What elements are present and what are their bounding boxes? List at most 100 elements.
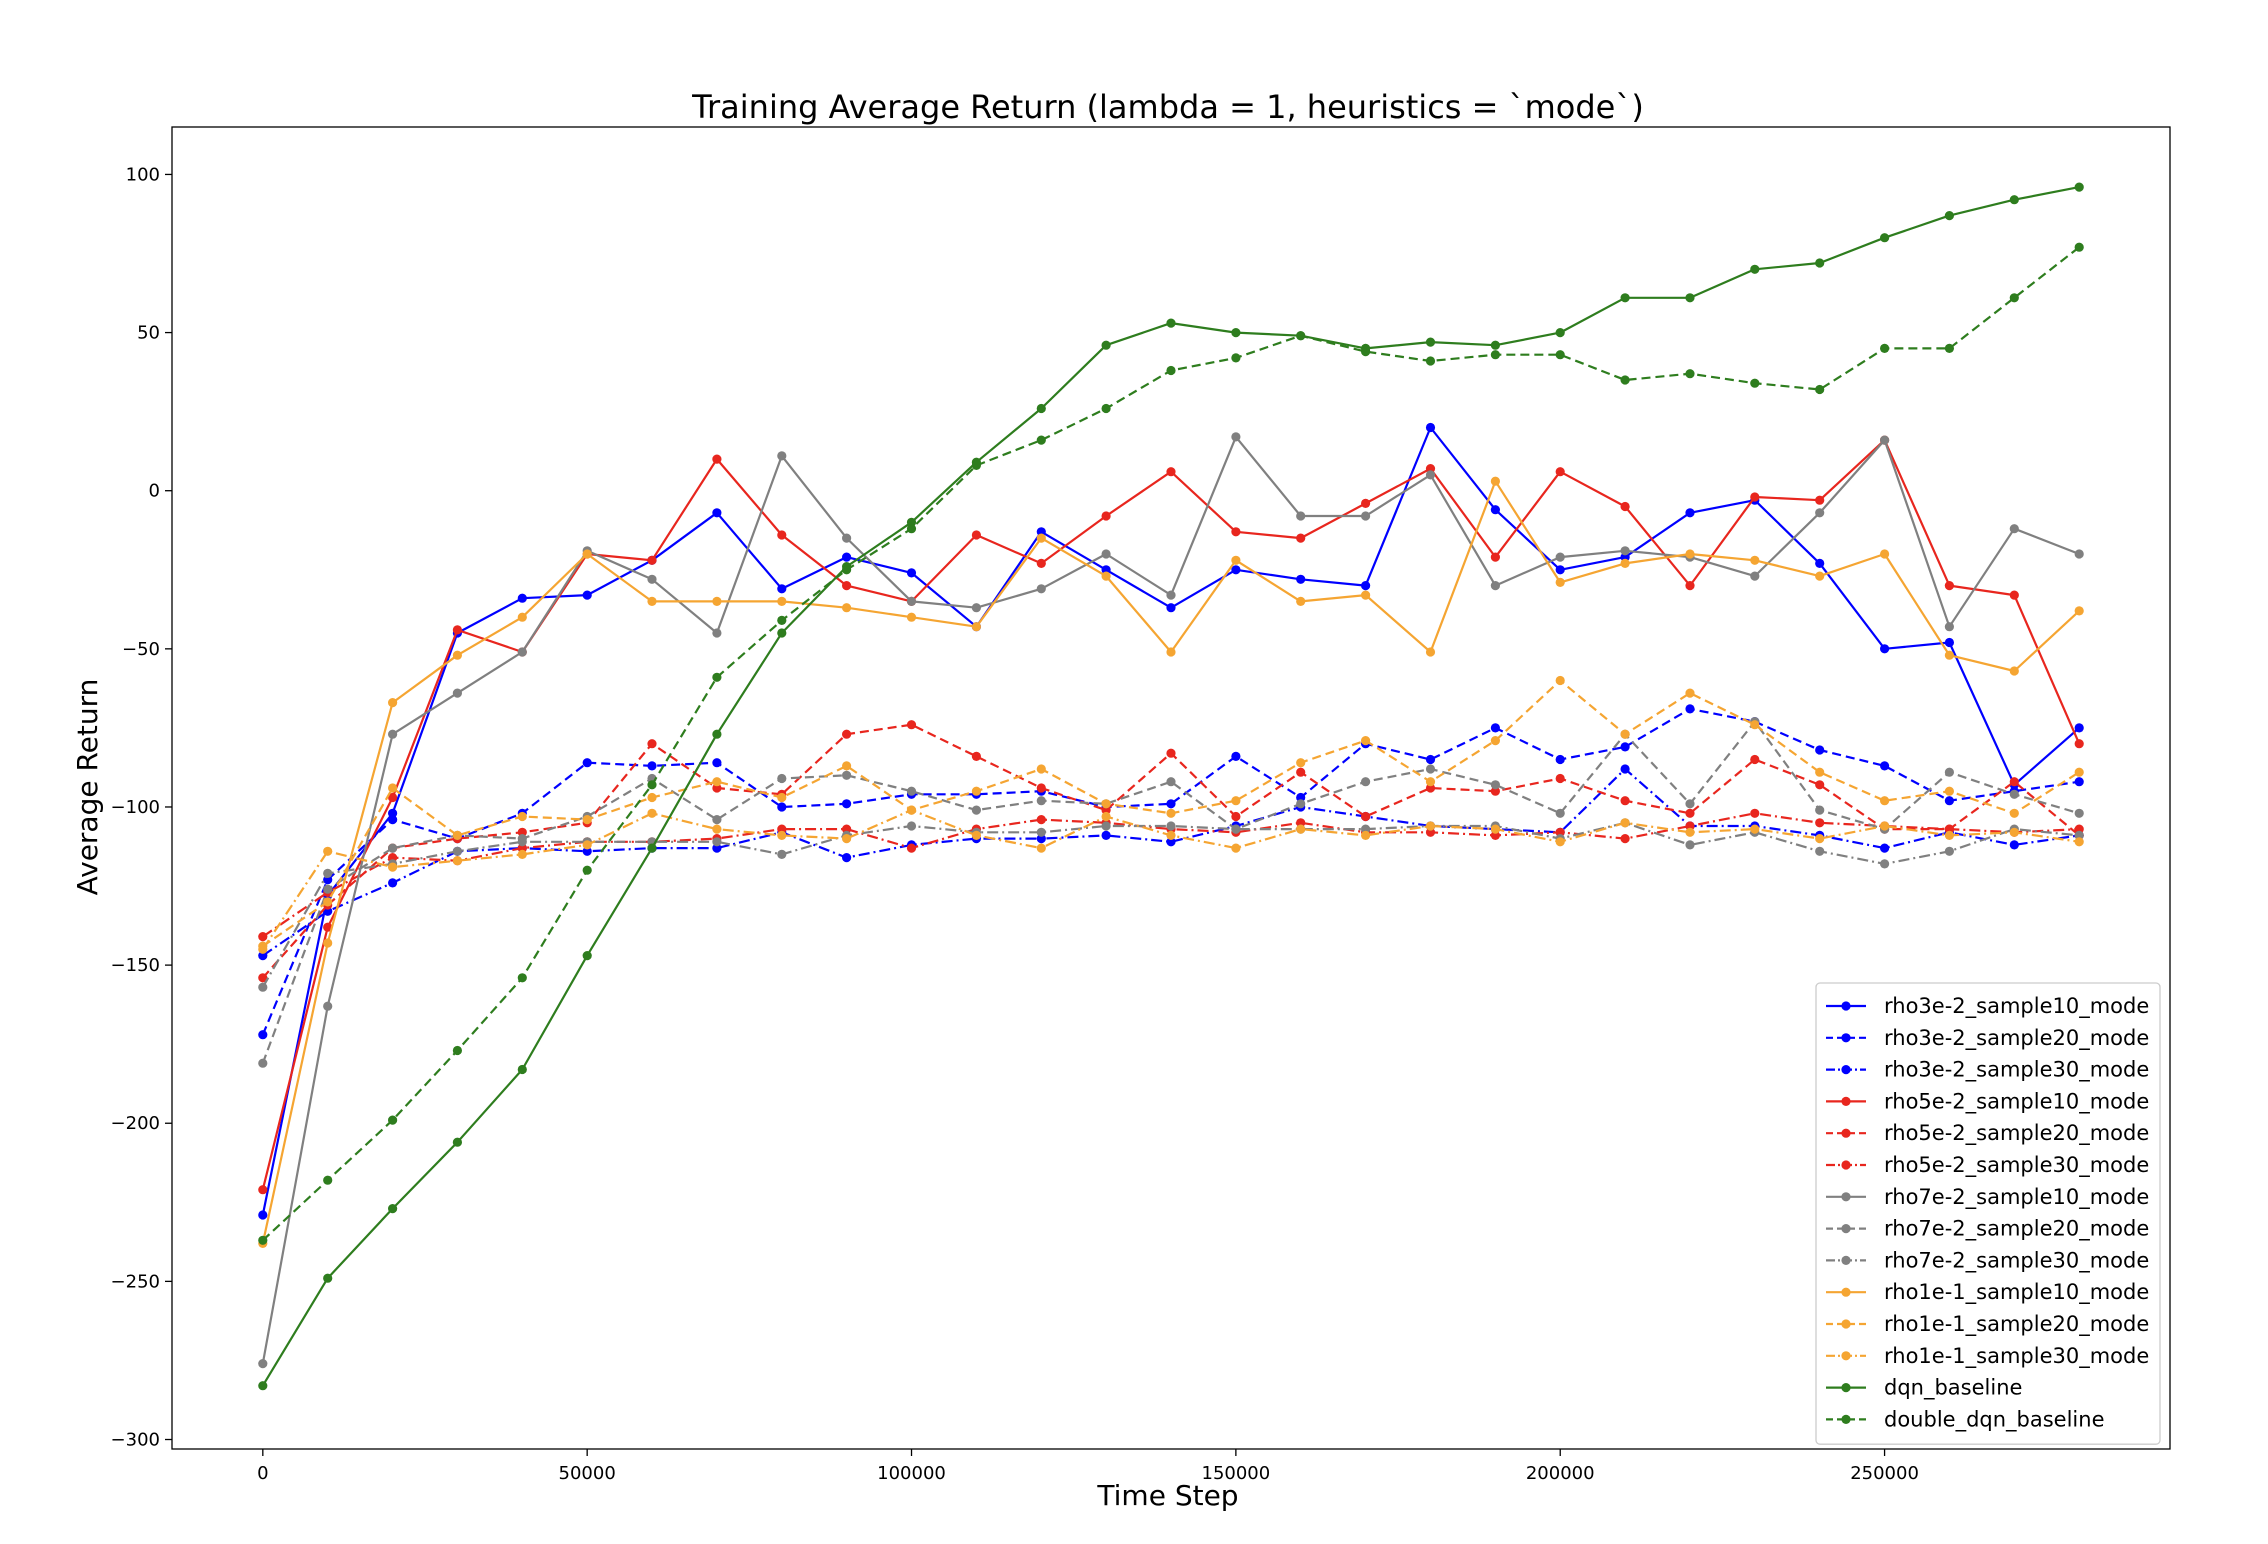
x-tick-label: 150000 (1202, 1463, 1271, 1484)
data-point (2009, 666, 2019, 676)
data-point (1490, 824, 1500, 834)
data-point (1750, 824, 1760, 834)
data-point (1490, 340, 1500, 350)
data-point (1231, 565, 1241, 575)
legend-marker (1841, 1255, 1851, 1265)
legend-label: rho3e-2_sample20_mode (1884, 1026, 2149, 1051)
y-tick-label: 50 (137, 323, 160, 344)
data-point (1944, 830, 1954, 841)
data-point (1685, 549, 1695, 559)
data-point (1944, 211, 1954, 221)
data-point (258, 1235, 268, 1245)
data-point (971, 830, 982, 841)
data-point (1880, 843, 1890, 853)
data-point (2074, 767, 2084, 777)
data-point (1490, 552, 1500, 562)
data-point (1361, 590, 1371, 600)
legend-marker (1841, 1319, 1851, 1329)
data-point (1490, 476, 1500, 486)
data-point (1101, 511, 1111, 521)
data-point (1750, 492, 1760, 502)
data-point (777, 596, 787, 607)
data-point (1815, 818, 1825, 828)
data-point (1036, 783, 1046, 793)
data-point (1036, 558, 1046, 569)
data-point (517, 593, 527, 603)
data-point (1685, 293, 1695, 303)
data-point (1555, 754, 1565, 765)
legend-marker (1841, 1128, 1851, 1138)
data-point (1036, 435, 1046, 445)
legend-label: rho1e-1_sample30_mode (1884, 1344, 2149, 1369)
legend-marker (1841, 1096, 1851, 1106)
legend-box (1815, 982, 2161, 1445)
data-point (1296, 758, 1306, 768)
data-point (1231, 555, 1241, 565)
series-line (261, 707, 2080, 1036)
data-point (712, 508, 722, 518)
legend-label: rho5e-2_sample10_mode (1884, 1089, 2149, 1114)
data-point (388, 1204, 398, 1214)
legend-marker (1841, 1414, 1851, 1424)
data-point (258, 1185, 268, 1195)
data-point (777, 584, 787, 594)
y-tick-label: −50 (122, 639, 160, 660)
data-point (2009, 777, 2019, 787)
data-point (1490, 786, 1500, 796)
data-point (1231, 811, 1241, 822)
data-point (842, 770, 852, 780)
data-point (712, 596, 722, 607)
data-point (842, 834, 852, 844)
data-point (1036, 834, 1046, 844)
data-point (1944, 343, 1954, 353)
data-point (1361, 811, 1371, 822)
data-point (388, 862, 398, 872)
data-point (842, 603, 852, 613)
data-point (1750, 754, 1760, 765)
data-point (1361, 777, 1371, 787)
series-line (262, 767, 2080, 957)
data-point (971, 622, 982, 632)
data-point (1166, 821, 1176, 831)
data-point (777, 849, 787, 860)
legend-item: rho3e-2_sample10_mode (1826, 994, 2149, 1019)
data-point (1036, 796, 1046, 806)
data-point (971, 751, 982, 762)
data-point (517, 811, 527, 822)
data-point (1620, 818, 1630, 828)
data-point (1880, 821, 1890, 831)
data-point (1880, 796, 1890, 806)
data-point (842, 533, 852, 543)
data-point (452, 625, 462, 635)
data-point (323, 846, 333, 856)
data-point (712, 628, 722, 638)
data-point (517, 647, 527, 657)
data-point (712, 672, 722, 682)
data-point (1880, 761, 1890, 771)
data-point (1231, 796, 1241, 806)
data-point (1750, 720, 1760, 730)
legend-item: rho7e-2_sample30_mode (1826, 1248, 2149, 1273)
data-point (1815, 846, 1825, 856)
legend-item: rho1e-1_sample20_mode (1826, 1312, 2149, 1337)
x-tick-label: 200000 (1526, 1463, 1595, 1484)
data-point (906, 805, 917, 815)
data-point (842, 565, 852, 575)
x-tick-label: 50000 (559, 1463, 616, 1484)
legend-label: rho3e-2_sample30_mode (1884, 1058, 2149, 1083)
data-point (1815, 805, 1825, 815)
series-rho7e-2_sample20_mode (258, 717, 2084, 1068)
data-point (1555, 808, 1565, 818)
data-point (1231, 353, 1241, 363)
data-point (1361, 347, 1371, 357)
data-point (1490, 723, 1500, 733)
data-point (1036, 815, 1046, 825)
data-point (1166, 603, 1176, 613)
data-point (517, 837, 527, 847)
data-point (906, 612, 917, 622)
data-point (712, 815, 722, 825)
x-axis-label: Time Step (1096, 1479, 1238, 1512)
data-point (842, 761, 852, 771)
data-point (1555, 552, 1565, 562)
data-point (258, 973, 268, 983)
